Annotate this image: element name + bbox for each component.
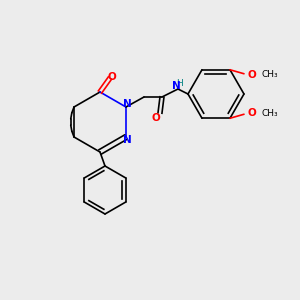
Text: N: N bbox=[123, 135, 131, 145]
Text: O: O bbox=[108, 72, 116, 82]
Text: H: H bbox=[177, 80, 183, 88]
Text: N: N bbox=[172, 81, 180, 91]
Text: CH₃: CH₃ bbox=[262, 109, 279, 118]
Text: O: O bbox=[248, 70, 256, 80]
Text: O: O bbox=[152, 113, 160, 123]
Text: N: N bbox=[123, 99, 131, 109]
Text: CH₃: CH₃ bbox=[262, 70, 279, 79]
Text: O: O bbox=[248, 108, 256, 118]
